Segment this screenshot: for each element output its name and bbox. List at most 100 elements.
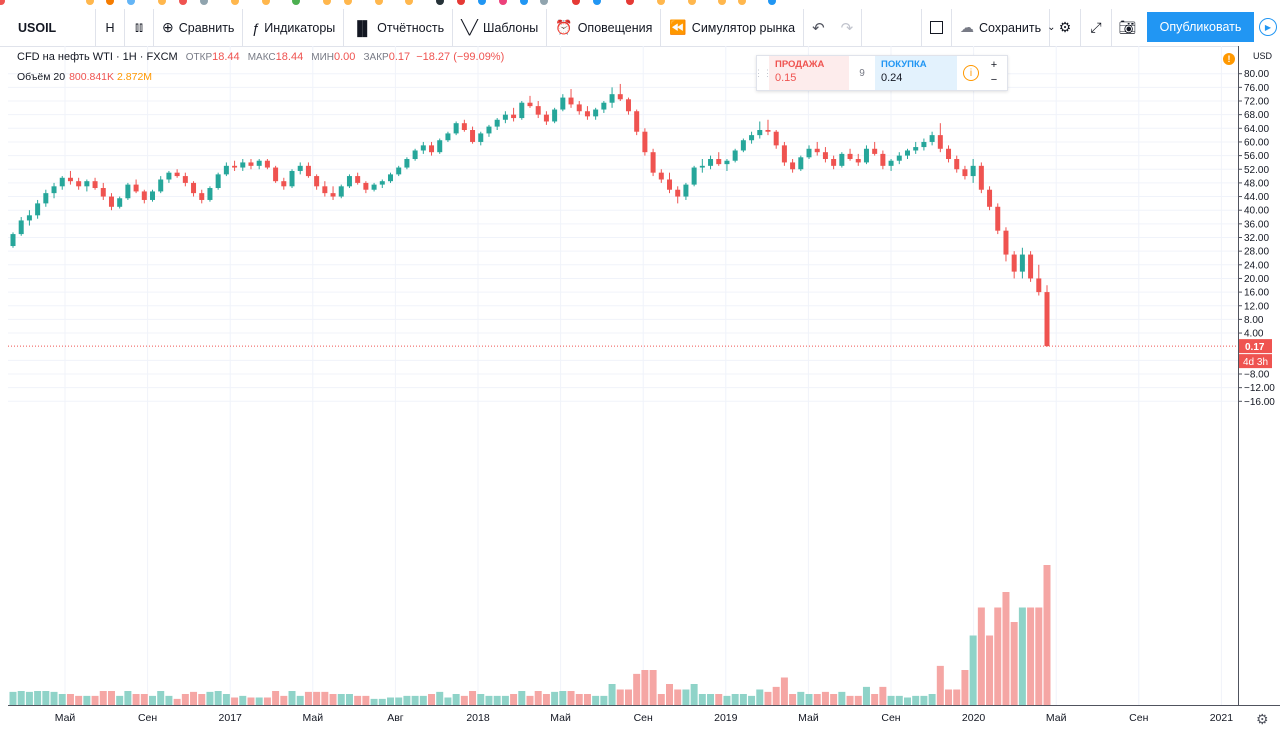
candle bbox=[338, 184, 344, 199]
candle bbox=[486, 124, 492, 137]
settings-button[interactable]: ⚙ bbox=[1050, 9, 1081, 46]
price-tick-label: 36.00 bbox=[1244, 219, 1269, 230]
chart-legend: CFD на нефть WTI · 1H · FXCM ОТКР18.44 М… bbox=[17, 51, 504, 63]
candle bbox=[141, 189, 147, 204]
candle bbox=[593, 107, 599, 120]
candle bbox=[1011, 251, 1017, 279]
candle bbox=[954, 155, 960, 173]
templates-button[interactable]: ╲╱ Шаблоны bbox=[453, 9, 548, 46]
gear-icon: ⚙ bbox=[1256, 711, 1269, 727]
redo-icon: ↷ bbox=[840, 19, 854, 37]
candle-body bbox=[724, 160, 730, 165]
volume-bar bbox=[731, 694, 739, 705]
alerts-button[interactable]: ⏰ Оповещения bbox=[547, 9, 662, 46]
volume-bar bbox=[616, 689, 624, 705]
volume-bar bbox=[329, 694, 337, 705]
legend-low: 0.00 bbox=[334, 51, 356, 63]
currency-label: USD bbox=[1253, 51, 1273, 61]
candle-body bbox=[937, 135, 943, 149]
reports-button[interactable]: ▐▌ Отчётность bbox=[344, 9, 454, 46]
drag-handle-icon[interactable]: ⋮⋮ bbox=[754, 67, 772, 78]
candle bbox=[346, 174, 352, 189]
candle bbox=[1003, 227, 1009, 262]
candle bbox=[10, 232, 16, 248]
legend-high: 18.44 bbox=[275, 51, 304, 63]
redo-button[interactable]: ↷ bbox=[833, 9, 863, 46]
undo-button[interactable]: ↶ bbox=[804, 9, 833, 46]
candle-body bbox=[1036, 278, 1042, 293]
replay-button[interactable]: ⏪ Симулятор рынка bbox=[661, 9, 805, 46]
volume-bar bbox=[386, 697, 394, 705]
volume-bar bbox=[1035, 607, 1043, 705]
volume-bar bbox=[912, 695, 920, 705]
price-tick-label: 4.00 bbox=[1244, 329, 1264, 340]
candle bbox=[765, 119, 771, 136]
layout-button[interactable] bbox=[922, 9, 952, 46]
publish-button[interactable]: Опубликовать bbox=[1147, 12, 1254, 42]
candle bbox=[281, 177, 287, 190]
buy-button[interactable]: ПОКУПКА 0.24 bbox=[875, 56, 957, 90]
volume-bar bbox=[436, 691, 444, 705]
axis-settings-button[interactable]: ⚙ bbox=[1256, 711, 1269, 728]
volume-bar bbox=[58, 694, 66, 705]
info-button[interactable]: i bbox=[957, 56, 985, 90]
candle bbox=[232, 160, 238, 171]
candle bbox=[872, 141, 878, 156]
candle bbox=[256, 159, 262, 170]
candle-body bbox=[396, 167, 402, 175]
legend-close: 0.17 bbox=[388, 51, 411, 63]
volume-bar bbox=[469, 691, 477, 705]
candle bbox=[995, 203, 1001, 235]
volume-bar bbox=[518, 691, 526, 705]
candle-body bbox=[1011, 254, 1017, 272]
plus-button[interactable]: + bbox=[990, 59, 998, 71]
candle bbox=[67, 170, 73, 185]
volume-bar bbox=[657, 694, 665, 705]
candle bbox=[708, 155, 714, 170]
candle-body bbox=[970, 165, 976, 177]
candle-body bbox=[904, 150, 910, 156]
volume-bar bbox=[411, 695, 419, 705]
candle bbox=[207, 186, 213, 202]
candle bbox=[297, 162, 303, 175]
buy-label: ПОКУПКА bbox=[881, 59, 927, 70]
interval-button[interactable]: H bbox=[96, 9, 125, 46]
volume-bar bbox=[460, 695, 468, 705]
alert-badge[interactable]: ! bbox=[1223, 53, 1235, 65]
undo-icon: ↶ bbox=[812, 19, 825, 37]
sell-button[interactable]: ПРОДАЖА 0.15 bbox=[769, 56, 849, 90]
symbol-search-button[interactable]: USOIL bbox=[0, 9, 96, 46]
candle bbox=[683, 182, 689, 200]
price-tick-label: −8.00 bbox=[1244, 370, 1270, 381]
indicators-button[interactable]: ƒ Индикаторы bbox=[243, 9, 345, 46]
candle bbox=[59, 176, 65, 190]
candle-body bbox=[502, 114, 508, 120]
candle bbox=[970, 159, 976, 183]
chart-style-button[interactable]: ⫾⫾ bbox=[125, 9, 154, 46]
volume-bar bbox=[526, 695, 534, 705]
candle bbox=[437, 138, 443, 154]
volume-bar bbox=[354, 695, 362, 705]
quantity-stepper: + − bbox=[985, 56, 1003, 90]
candle-body bbox=[297, 165, 303, 171]
candle-body bbox=[166, 172, 172, 180]
buy-price: 0.24 bbox=[881, 72, 903, 84]
volume-bar bbox=[444, 697, 452, 705]
volume-bar bbox=[452, 694, 460, 705]
price-axis: 80.00 76.00 72.00 68.00 64.00 60.00 56.00 52.00… bbox=[1238, 46, 1280, 706]
candle bbox=[371, 182, 377, 192]
candle-body bbox=[125, 184, 131, 199]
volume-bar bbox=[690, 684, 698, 705]
volume-bar bbox=[337, 694, 345, 705]
save-button[interactable]: ☁ Сохранить ⌄ bbox=[952, 9, 1056, 46]
price-tick-label: 72.00 bbox=[1244, 97, 1269, 108]
compare-button[interactable]: ⊕ Сравнить bbox=[154, 9, 244, 46]
function-icon: ƒ bbox=[251, 19, 260, 36]
play-button[interactable]: ▶ bbox=[1256, 12, 1280, 42]
candle-body bbox=[420, 145, 426, 151]
fullscreen-button[interactable]: ⤢ bbox=[1081, 9, 1112, 46]
candle-body bbox=[158, 179, 164, 192]
snapshot-button[interactable]: 📷︎ bbox=[1112, 9, 1143, 46]
minus-button[interactable]: − bbox=[990, 74, 998, 86]
